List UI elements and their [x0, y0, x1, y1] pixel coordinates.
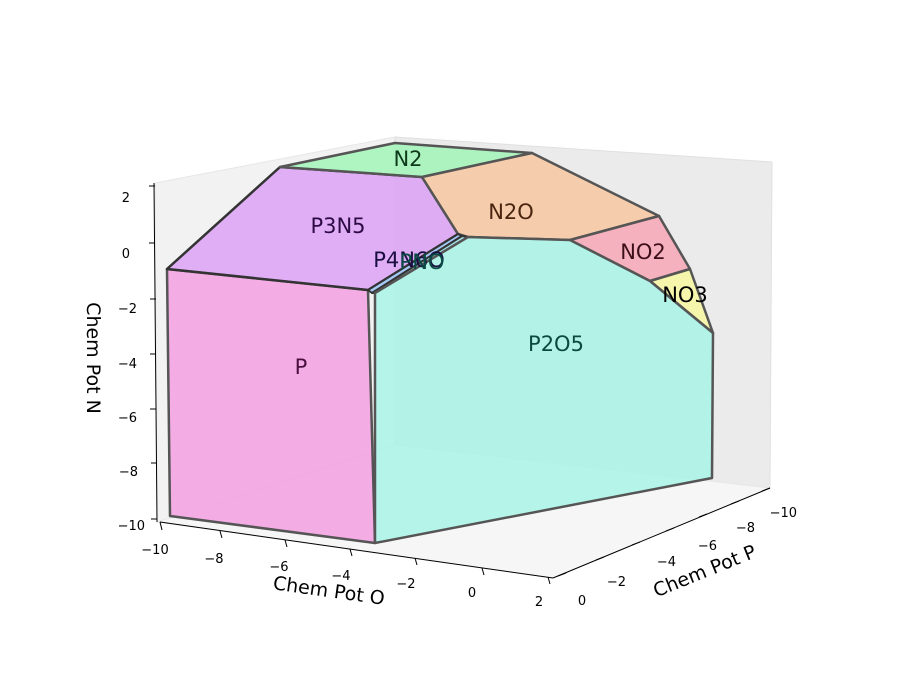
- region-label-NO3: NO3: [662, 283, 708, 307]
- x-tick-label: −2: [396, 577, 415, 592]
- region-label-N2O: N2O: [488, 200, 534, 224]
- z-tick-label: 0: [122, 247, 130, 262]
- x-tick-label: −8: [204, 552, 223, 567]
- z-axis-line: [153, 182, 158, 523]
- z-tick-label: −8: [119, 465, 138, 480]
- y-tick-labels: 0 −2 −4 −6 −8 −10: [578, 506, 797, 609]
- x-tick-label: 2: [535, 595, 543, 610]
- region-labels: P P3N5 N2 N2O NO2 NO3 P2O5 P4N6O PNO: [295, 147, 708, 379]
- y-tick-label: −6: [698, 539, 717, 554]
- y-tick-label: −10: [770, 506, 797, 521]
- z-tick-label: 2: [122, 191, 130, 206]
- y-tick-label: −2: [607, 575, 626, 590]
- y-tick-label: −8: [736, 521, 755, 536]
- region-label-PNO: PNO: [400, 250, 445, 274]
- z-tick-label: −4: [118, 357, 137, 372]
- region-face-P: [165, 267, 377, 545]
- x-ticks: [159, 521, 551, 585]
- z-tick-label: −6: [118, 411, 137, 426]
- region-face-P2O5: [373, 235, 715, 545]
- z-axis-label: Chem Pot N: [82, 302, 104, 414]
- x-tick-label: −10: [141, 543, 168, 558]
- region-label-NO2: NO2: [620, 240, 666, 264]
- y-tick-label: 0: [578, 594, 586, 609]
- z-tick-label: −2: [118, 302, 137, 317]
- x-tick-label: 0: [468, 586, 476, 601]
- region-label-P3N5: P3N5: [310, 214, 365, 238]
- region-label-P2O5: P2O5: [528, 332, 584, 356]
- x-axis-line: [159, 521, 554, 579]
- z-tick-labels: 2 0 −2 −4 −6 −8 −10: [118, 191, 145, 534]
- x-tick-label: −4: [331, 569, 350, 584]
- y-tick-label: −4: [657, 555, 676, 570]
- z-tick-label: −10: [118, 519, 145, 534]
- polyhedron: [165, 141, 715, 545]
- y-ticks: [557, 487, 771, 577]
- x-tick-label: −6: [269, 560, 288, 575]
- region-label-P: P: [295, 355, 308, 379]
- x-tick-labels: −10 −8 −6 −4 −2 0 2: [141, 543, 543, 610]
- region-label-P4N6O: P4N6O: [373, 248, 445, 272]
- region-label-N2: N2: [393, 147, 422, 171]
- z-ticks: [149, 185, 157, 520]
- x-axis-label: Chem Pot O: [272, 572, 386, 609]
